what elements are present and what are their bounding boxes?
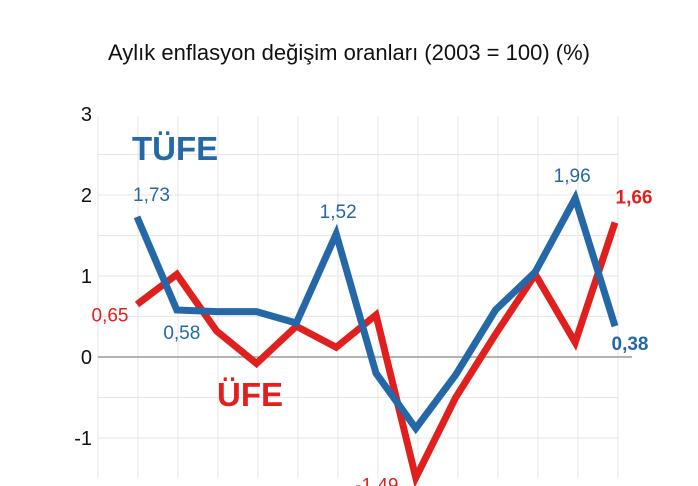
series-name-label: TÜFE xyxy=(132,130,218,167)
data-label: 1,66 xyxy=(616,188,653,209)
series-name-label: ÜFE xyxy=(217,376,283,413)
y-tick-label: 3 xyxy=(81,104,92,126)
y-tick-label: -1 xyxy=(74,428,92,450)
series-line-tufe xyxy=(133,189,619,435)
data-label: -1,49 xyxy=(355,476,398,486)
chart-title: Aylık enflasyon değişim oranları (2003 =… xyxy=(107,40,590,65)
data-label: 0,38 xyxy=(612,334,649,355)
data-label: 1,96 xyxy=(554,166,591,187)
y-tick-label: 1 xyxy=(81,266,92,288)
data-label: 0,65 xyxy=(92,305,129,326)
y-tick-label: 0 xyxy=(81,347,92,369)
data-label: 0,58 xyxy=(163,323,200,344)
data-label: 1,73 xyxy=(133,185,170,206)
y-tick-label: 2 xyxy=(81,185,92,207)
data-label: 1,52 xyxy=(320,202,357,223)
